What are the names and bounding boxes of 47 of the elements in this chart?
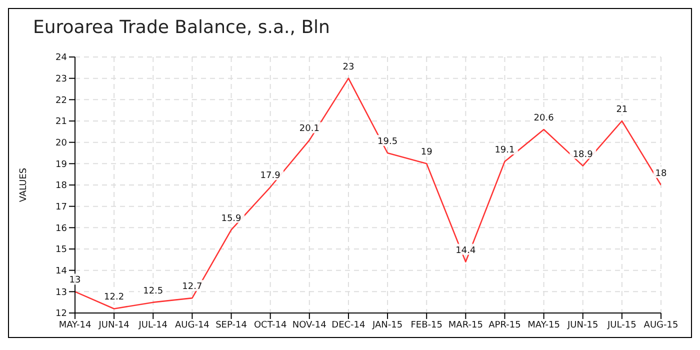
y-tick-label: 22 xyxy=(56,96,67,106)
x-tick-label: JUN-14 xyxy=(98,320,130,330)
data-label: 20.1 xyxy=(299,124,320,134)
x-tick-label: JUL-15 xyxy=(606,320,636,330)
data-label: 12.5 xyxy=(143,286,164,296)
y-tick-label: 20 xyxy=(56,138,68,149)
x-tick-label: MAY-15 xyxy=(528,320,560,330)
chart-title: Euroarea Trade Balance, s.a., Bln xyxy=(33,17,330,38)
x-tick-label: OCT-14 xyxy=(254,320,287,330)
x-tick-label: JUL-14 xyxy=(138,320,168,330)
y-tick-label: 16 xyxy=(56,224,68,234)
x-tick-label: JAN-15 xyxy=(371,320,403,330)
x-tick-label: MAY-14 xyxy=(58,320,92,330)
y-tick-label: 18 xyxy=(56,181,68,192)
data-label: 20.6 xyxy=(534,114,554,124)
y-axis-title: VALUES xyxy=(19,168,30,202)
y-tick-label: 21 xyxy=(56,117,67,128)
data-label: 19 xyxy=(420,148,433,158)
data-label: 17.9 xyxy=(260,171,281,182)
x-tick-label: DEC-14 xyxy=(332,320,366,330)
x-tick-label: JUN-15 xyxy=(566,320,598,330)
data-label: 23 xyxy=(342,62,354,72)
x-tick-label: NOV-14 xyxy=(292,320,327,330)
data-label: 19.5 xyxy=(378,137,398,147)
data-label: 19.1 xyxy=(494,146,515,156)
y-tick-label: 14 xyxy=(56,266,68,277)
x-tick-label: FEB-15 xyxy=(410,320,442,330)
data-label: 12.2 xyxy=(104,292,124,303)
data-label: 18 xyxy=(655,169,667,179)
y-tick-label: 19 xyxy=(56,160,68,170)
data-label: 12.7 xyxy=(182,282,202,292)
data-label: 15.9 xyxy=(221,214,242,224)
data-label: 13 xyxy=(69,276,81,286)
x-tick-label: SEP-14 xyxy=(216,320,248,330)
y-tick-label: 23 xyxy=(56,74,67,85)
y-tick-label: 24 xyxy=(56,53,68,64)
data-label: 21 xyxy=(616,105,628,115)
x-tick-label: AUG-15 xyxy=(644,320,678,330)
y-tick-label: 17 xyxy=(56,202,67,213)
data-label: 14.4 xyxy=(456,246,476,256)
y-tick-label: 13 xyxy=(56,288,67,298)
x-tick-label: MAR-15 xyxy=(448,320,483,330)
data-label: 18.9 xyxy=(572,150,594,160)
y-tick-label: 12 xyxy=(56,309,67,320)
y-tick-label: 15 xyxy=(56,245,67,256)
x-tick-label: AUG-14 xyxy=(174,320,210,330)
x-tick-label: APR-15 xyxy=(488,320,521,330)
